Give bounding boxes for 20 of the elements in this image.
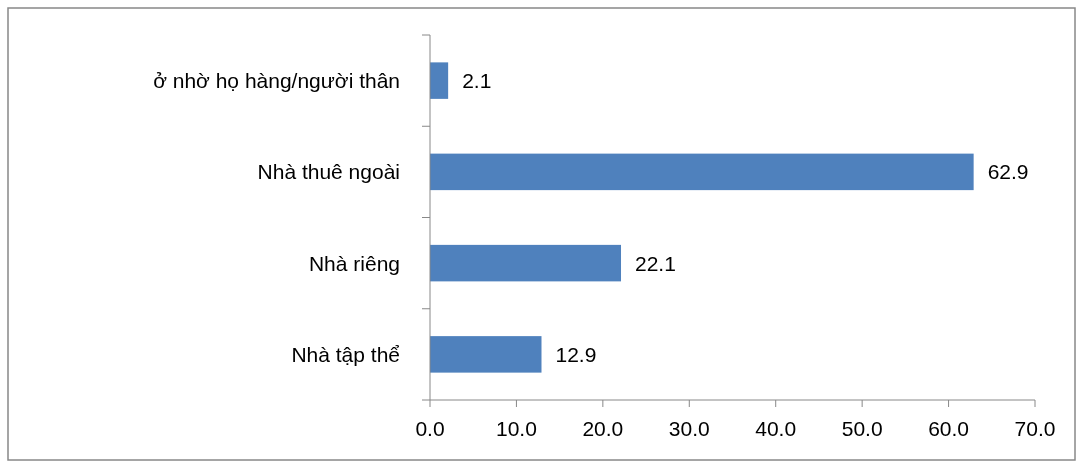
bar <box>430 153 974 191</box>
x-tick-label: 50.0 <box>841 417 883 440</box>
bar <box>430 244 622 282</box>
x-tick-label: 40.0 <box>755 417 797 440</box>
bar <box>430 336 542 373</box>
x-tick-label: 70.0 <box>1014 417 1056 440</box>
y-tick-label: ở nhờ họ hàng/người thân <box>153 69 400 93</box>
x-tick-label: 0.0 <box>415 417 445 440</box>
x-tick-label: 10.0 <box>495 417 537 440</box>
x-tick-label: 20.0 <box>582 417 624 440</box>
y-tick-label: Nhà thuê ngoài <box>257 160 400 184</box>
data-label: 22.1 <box>635 251 676 275</box>
bar <box>430 62 449 99</box>
y-tick-label: Nhà tập thể <box>291 342 400 366</box>
x-tick-label: 60.0 <box>928 417 970 440</box>
data-label: 12.9 <box>555 342 597 366</box>
data-label: 62.9 <box>987 160 1029 184</box>
x-tick-label: 30.0 <box>668 417 710 440</box>
y-tick-label: Nhà riêng <box>308 251 400 275</box>
data-label: 2.1 <box>462 69 492 93</box>
